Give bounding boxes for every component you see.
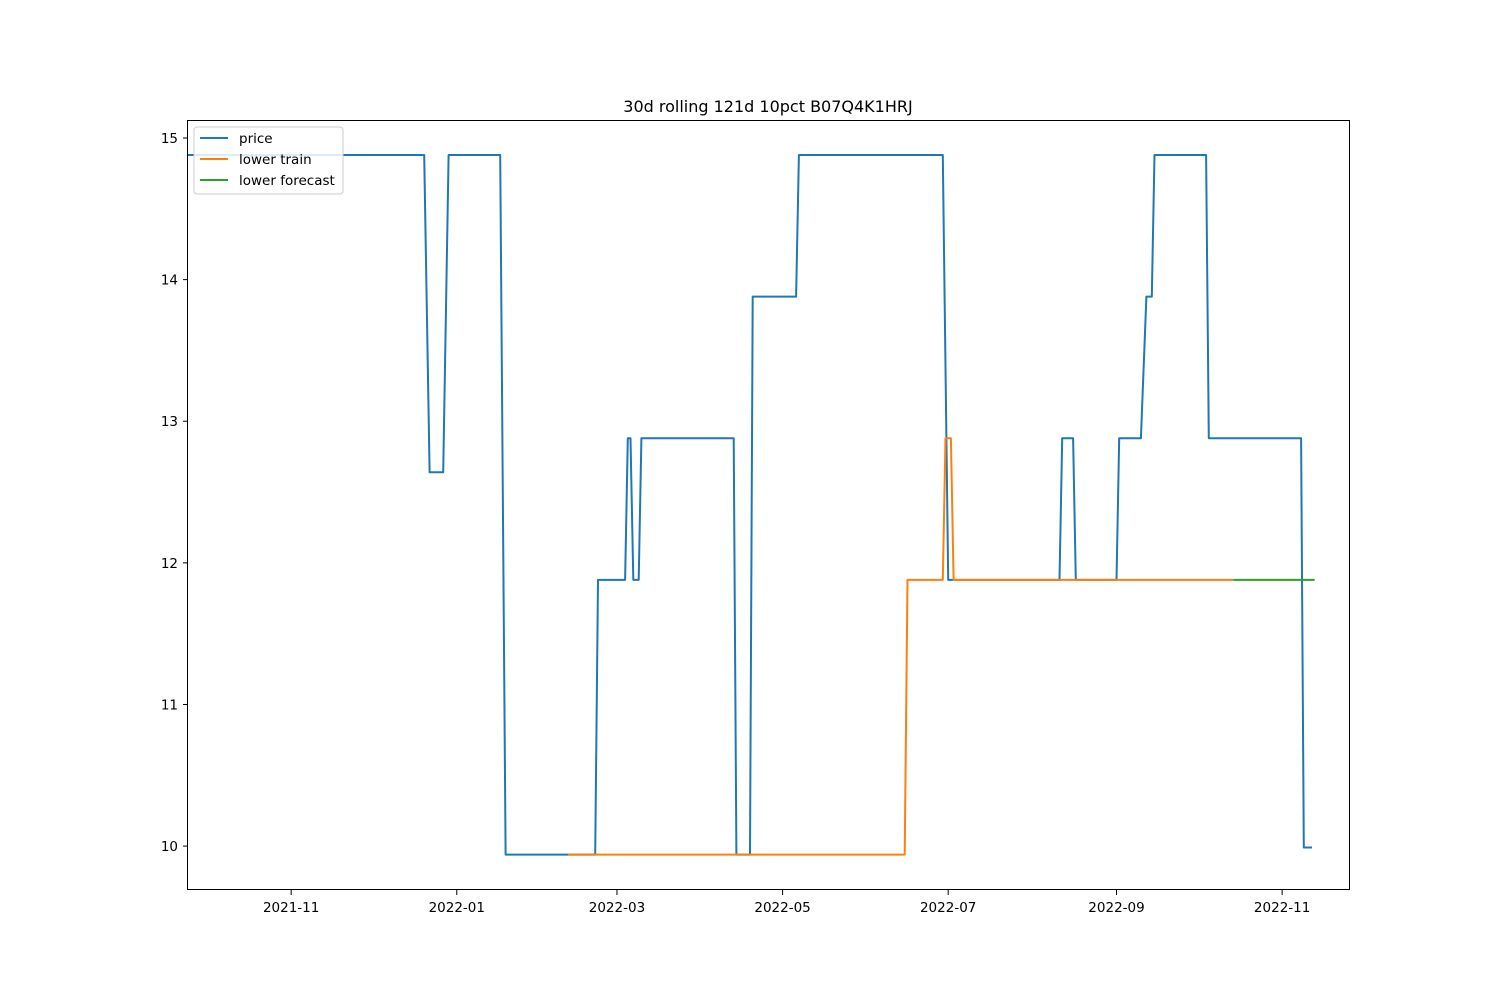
plot-frame bbox=[187, 120, 1350, 890]
legend: price lower train lower forecast bbox=[193, 126, 344, 195]
series-line-1 bbox=[568, 437, 1234, 856]
y-tick-label: 15 bbox=[161, 131, 178, 147]
x-tick-label: 2022-09 bbox=[1088, 900, 1144, 916]
legend-label: lower forecast bbox=[239, 173, 335, 189]
chart-title: 30d rolling 121d 10pct B07Q4K1HRJ bbox=[623, 97, 912, 116]
series-line-0 bbox=[188, 154, 1312, 856]
x-tick-label: 2021-11 bbox=[263, 900, 319, 916]
x-tick-label: 2022-11 bbox=[1254, 900, 1310, 916]
y-tick-label: 10 bbox=[161, 839, 178, 855]
y-axis: 10 11 12 13 14 15 bbox=[161, 131, 188, 855]
x-tick-label: 2022-07 bbox=[920, 900, 976, 916]
x-axis: 2021-11 2022-01 2022-03 2022-05 2022-07 2022-… bbox=[263, 890, 1310, 916]
x-tick-label: 2022-01 bbox=[429, 900, 485, 916]
legend-label: price bbox=[239, 131, 273, 147]
x-tick-label: 2022-05 bbox=[754, 900, 810, 916]
y-tick-label: 12 bbox=[161, 556, 178, 572]
legend-label: lower train bbox=[239, 152, 312, 168]
y-tick-label: 11 bbox=[161, 697, 178, 713]
y-tick-label: 14 bbox=[161, 273, 178, 289]
legend-box bbox=[193, 126, 344, 195]
x-tick-label: 2022-03 bbox=[589, 900, 645, 916]
y-tick-label: 13 bbox=[161, 414, 178, 430]
plot-lines bbox=[188, 154, 1315, 856]
